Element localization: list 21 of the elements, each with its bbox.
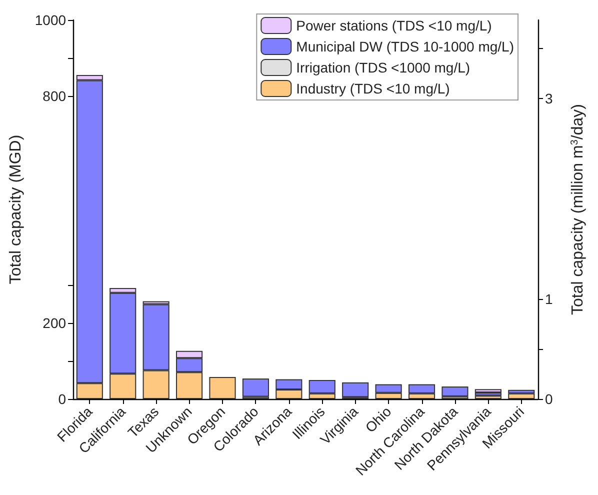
y2-tick-label: 1 [545,290,553,307]
bar [442,386,468,396]
legend-label: Industry (TDS <10 mg/L) [296,80,450,96]
bar [474,389,502,393]
y-tick-label: 0 [58,391,66,407]
y2-axis-title: Total capacity (million m3/day) [570,104,586,315]
bar [474,392,502,396]
bar [209,377,236,399]
bar [242,378,269,397]
bar [474,396,502,399]
y-tick-label: 200 [42,315,66,332]
bar [342,382,369,398]
y-axis-title: Total capacity (MGD) [8,134,24,284]
legend-label: Irrigation (TDS <1000 mg/L) [296,60,470,76]
y2-tick-label: 0 [545,391,553,407]
legend-label: Power stations (TDS <10 mg/L) [296,18,492,34]
y-tick-label: 800 [42,88,66,104]
legend-label: Municipal DW (TDS 10-1000 mg/L) [296,38,514,54]
y2-tick-label: 3 [545,90,553,107]
y-tick-label: 1000 [34,12,66,28]
bar [508,393,535,399]
